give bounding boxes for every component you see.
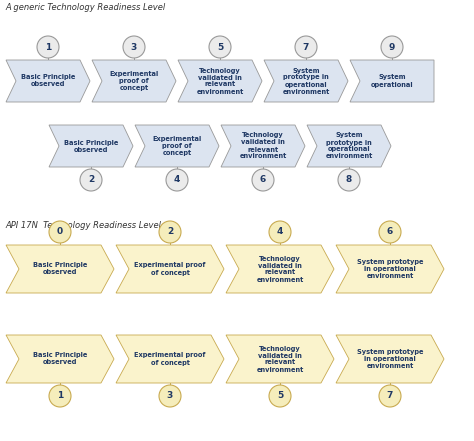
- Text: 5: 5: [217, 42, 223, 52]
- Text: 2: 2: [88, 176, 94, 184]
- Circle shape: [49, 221, 71, 243]
- Circle shape: [209, 36, 231, 58]
- Text: Technology
validated in
relevant
environment: Technology validated in relevant environ…: [239, 132, 287, 160]
- Text: API 17N  Technology Readiness Level: API 17N Technology Readiness Level: [5, 221, 161, 230]
- Circle shape: [338, 169, 360, 191]
- Text: A generic Technology Readiness Level: A generic Technology Readiness Level: [5, 3, 165, 12]
- Polygon shape: [221, 125, 305, 167]
- Text: System prototype
in operational
environment: System prototype in operational environm…: [357, 349, 423, 369]
- Polygon shape: [264, 60, 348, 102]
- Polygon shape: [336, 245, 444, 293]
- Text: 7: 7: [387, 392, 393, 400]
- Text: 1: 1: [57, 392, 63, 400]
- Polygon shape: [307, 125, 391, 167]
- Text: 6: 6: [260, 176, 266, 184]
- Circle shape: [269, 221, 291, 243]
- Circle shape: [379, 221, 401, 243]
- Polygon shape: [226, 245, 334, 293]
- Polygon shape: [178, 60, 262, 102]
- Text: 4: 4: [174, 176, 180, 184]
- Text: 6: 6: [387, 228, 393, 236]
- Text: 5: 5: [277, 392, 283, 400]
- Text: 7: 7: [303, 42, 309, 52]
- Circle shape: [159, 221, 181, 243]
- Text: Experimental
proof of
concept: Experimental proof of concept: [109, 71, 159, 91]
- Circle shape: [166, 169, 188, 191]
- Text: Experimental proof
of concept: Experimental proof of concept: [134, 262, 206, 276]
- Polygon shape: [135, 125, 219, 167]
- Circle shape: [252, 169, 274, 191]
- Text: Technology
validated in
relevant
environment: Technology validated in relevant environ…: [256, 345, 304, 373]
- Text: System prototype
in operational
environment: System prototype in operational environm…: [357, 259, 423, 279]
- Circle shape: [379, 385, 401, 407]
- Text: 0: 0: [57, 228, 63, 236]
- Text: Basic Principle
observed: Basic Principle observed: [33, 262, 87, 276]
- Circle shape: [159, 385, 181, 407]
- Polygon shape: [49, 125, 133, 167]
- Text: 3: 3: [131, 42, 137, 52]
- Circle shape: [37, 36, 59, 58]
- Polygon shape: [116, 245, 224, 293]
- Text: 4: 4: [277, 228, 283, 236]
- Text: 2: 2: [167, 228, 173, 236]
- Text: 3: 3: [167, 392, 173, 400]
- Text: Experimental proof
of concept: Experimental proof of concept: [134, 352, 206, 366]
- Text: System
operational: System operational: [371, 75, 413, 87]
- Text: Basic Principle
observed: Basic Principle observed: [33, 352, 87, 366]
- Polygon shape: [116, 335, 224, 383]
- Text: Experimental
proof of
concept: Experimental proof of concept: [152, 136, 201, 156]
- Polygon shape: [6, 245, 114, 293]
- Polygon shape: [92, 60, 176, 102]
- Text: System
prototype in
operational
environment: System prototype in operational environm…: [325, 132, 373, 160]
- Text: 8: 8: [346, 176, 352, 184]
- Text: 1: 1: [45, 42, 51, 52]
- Text: Basic Principle
observed: Basic Principle observed: [21, 75, 75, 87]
- Circle shape: [49, 385, 71, 407]
- Text: Basic Principle
observed: Basic Principle observed: [64, 139, 118, 153]
- Circle shape: [123, 36, 145, 58]
- Circle shape: [269, 385, 291, 407]
- Polygon shape: [226, 335, 334, 383]
- Polygon shape: [350, 60, 434, 102]
- Text: 9: 9: [389, 42, 395, 52]
- Circle shape: [381, 36, 403, 58]
- Polygon shape: [6, 60, 90, 102]
- Text: Technology
validated in
relevant
environment: Technology validated in relevant environ…: [196, 67, 244, 94]
- Text: System
prototype in
operational
environment: System prototype in operational environm…: [283, 67, 329, 94]
- Text: Technology
validated in
relevant
environment: Technology validated in relevant environ…: [256, 255, 304, 283]
- Circle shape: [295, 36, 317, 58]
- Polygon shape: [336, 335, 444, 383]
- Circle shape: [80, 169, 102, 191]
- Polygon shape: [6, 335, 114, 383]
